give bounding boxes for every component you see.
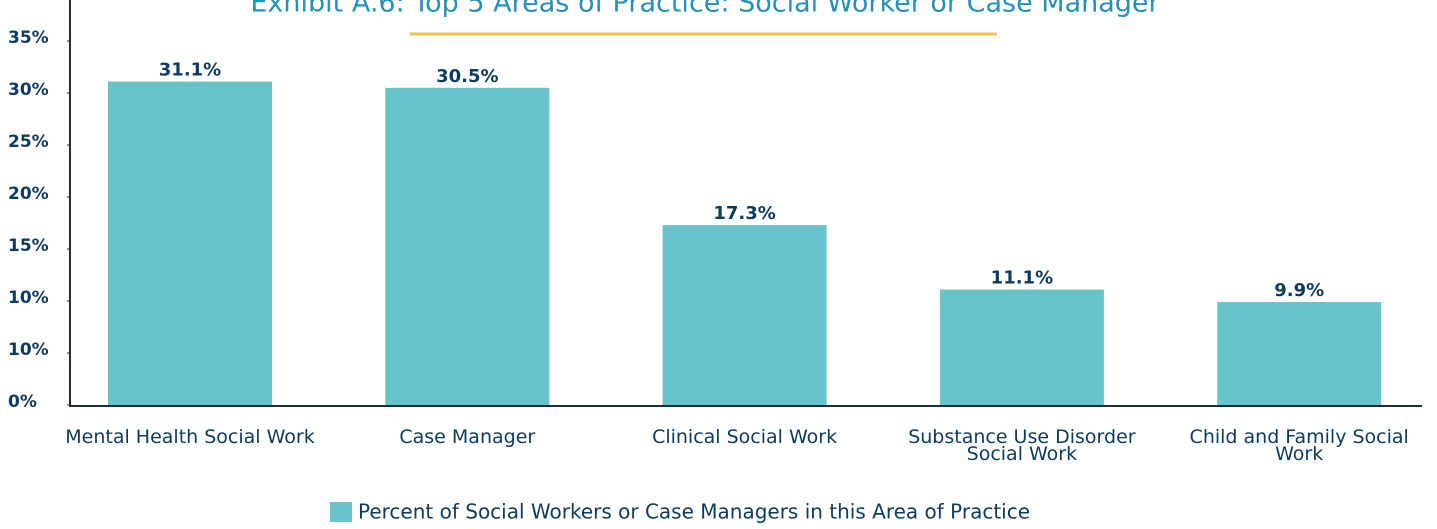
legend-label: Percent of Social Workers or Case Manage…	[358, 500, 1030, 524]
data-label: 31.1%	[159, 60, 221, 81]
x-tick-label: Case Manager	[399, 426, 536, 448]
y-tick-label: 10%	[8, 340, 49, 360]
bar	[385, 87, 550, 406]
data-label: 17.3%	[713, 203, 775, 224]
y-tick-label: 15%	[8, 236, 49, 256]
y-tick-label: 25%	[8, 132, 49, 152]
data-label: 30.5%	[436, 66, 498, 87]
y-tick-label: 20%	[8, 184, 49, 204]
data-label: 9.9%	[1274, 280, 1324, 301]
y-tick-label: 35%	[8, 28, 49, 48]
chart-title: Exhibit A.6: Top 5 Areas of Practice: So…	[250, 0, 1160, 19]
x-tick-label: Clinical Social Work	[652, 426, 838, 448]
data-label: 11.1%	[991, 268, 1053, 289]
bar	[1217, 302, 1382, 405]
x-tick-label: Substance Use Disorder Social Work	[908, 426, 1136, 465]
bar	[939, 289, 1104, 405]
bar	[662, 225, 827, 405]
bar	[108, 81, 272, 405]
y-tick-label: 0%	[8, 392, 37, 412]
y-tick-label: 10%	[8, 288, 49, 308]
x-tick-label: Mental Health Social Work	[65, 426, 315, 448]
x-tick-label: Child and Family Social Work	[1189, 426, 1409, 465]
legend-swatch	[330, 502, 352, 522]
y-tick-label: 30%	[8, 80, 49, 100]
